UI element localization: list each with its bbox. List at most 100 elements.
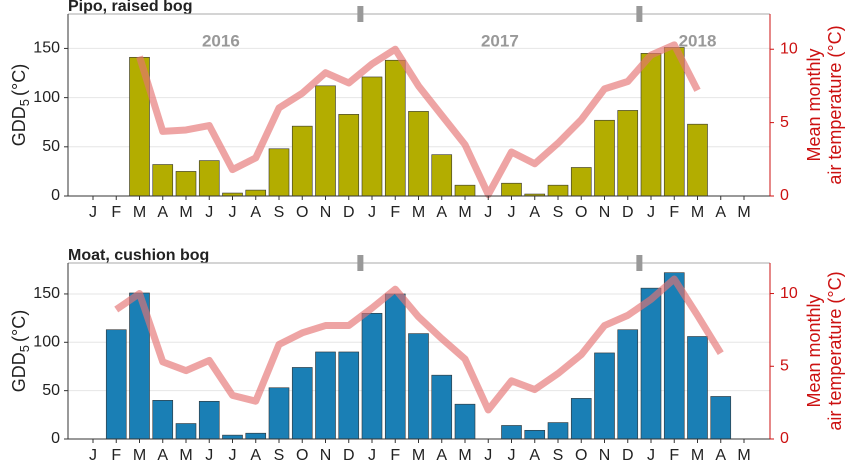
bar — [687, 336, 708, 440]
y-tick-label: 0 — [51, 187, 60, 204]
y2-axis-label: Mean monthly — [804, 48, 824, 161]
x-tick-label: N — [320, 204, 332, 221]
x-tick-label: A — [436, 447, 447, 463]
x-tick-label: F — [111, 204, 121, 221]
x-tick-label: J — [89, 204, 97, 221]
panel-title: Moat, cushion bog — [68, 247, 209, 264]
y2-axis-label: Mean monthly — [804, 294, 824, 407]
x-tick-label: M — [179, 447, 192, 463]
y-tick-label: 50 — [42, 138, 60, 155]
year-label: 2016 — [202, 31, 240, 50]
bar — [570, 398, 592, 440]
x-tick-label: M — [412, 204, 425, 221]
x-tick-label: M — [691, 204, 704, 221]
x-tick-label: J — [205, 204, 213, 221]
y-label-unit: (°C) — [9, 310, 29, 342]
x-tick-label: M — [458, 447, 471, 463]
y2-tick-label: 10 — [780, 40, 798, 57]
x-tick-label: A — [529, 447, 540, 463]
x-tick-label: J — [368, 447, 376, 463]
bar — [594, 352, 615, 440]
bar — [594, 119, 615, 197]
x-tick-label: J — [368, 204, 376, 221]
bar — [547, 422, 569, 440]
x-tick-label: O — [296, 447, 308, 463]
x-tick-label: S — [553, 447, 564, 463]
x-tick-label: J — [647, 447, 655, 463]
bar — [361, 312, 383, 440]
x-tick-label: A — [250, 204, 261, 221]
bar — [361, 76, 383, 197]
bar — [570, 167, 592, 197]
x-tick-label: S — [274, 447, 285, 463]
y-axis-label: GDD5 (°C) — [9, 310, 33, 392]
y-tick-label: 150 — [33, 40, 60, 57]
year-label: 2017 — [481, 31, 519, 50]
year-separator — [357, 6, 364, 22]
bar — [175, 171, 197, 197]
x-tick-label: J — [89, 447, 97, 463]
x-tick-label: D — [343, 447, 355, 463]
x-tick-label: J — [508, 204, 516, 221]
bar — [431, 374, 453, 440]
x-tick-label: J — [205, 447, 213, 463]
x-tick-label: D — [622, 447, 634, 463]
y-label-text: GDD — [9, 106, 29, 146]
bar — [640, 53, 662, 197]
bar — [291, 367, 313, 440]
x-tick-label: M — [133, 447, 146, 463]
panel-title: Pipo, raised bog — [68, 0, 192, 15]
x-tick-label: A — [529, 204, 540, 221]
bar — [268, 387, 290, 440]
x-tick-label: N — [599, 204, 611, 221]
x-tick-label: J — [508, 447, 516, 463]
year-separator — [636, 6, 643, 22]
bar — [268, 148, 290, 197]
x-tick-label: J — [484, 204, 492, 221]
y2-tick-label: 5 — [780, 114, 789, 131]
x-tick-label: M — [179, 204, 192, 221]
bar — [617, 329, 639, 440]
x-tick-label: F — [390, 447, 400, 463]
y-label-unit: (°C) — [9, 64, 29, 96]
x-tick-label: F — [669, 204, 679, 221]
bar — [617, 110, 639, 197]
bar — [338, 114, 360, 197]
year-separator — [636, 255, 643, 271]
bar — [175, 423, 197, 440]
bar — [291, 125, 313, 197]
x-tick-label: N — [320, 447, 332, 463]
y2-axis-label: air temperature (°C) — [825, 25, 845, 184]
y-label-sub: 5 — [17, 99, 32, 106]
y2-axis-label: air temperature (°C) — [825, 271, 845, 430]
bar — [222, 434, 243, 440]
y-tick-label: 100 — [33, 334, 60, 351]
x-tick-label: D — [622, 204, 634, 221]
x-tick-label: M — [691, 447, 704, 463]
bar — [454, 403, 476, 440]
bar — [687, 123, 708, 197]
bar — [431, 154, 453, 197]
bar — [640, 287, 662, 440]
x-tick-label: J — [484, 447, 492, 463]
bar — [105, 329, 127, 440]
x-tick-label: M — [412, 447, 425, 463]
x-tick-label: S — [274, 204, 285, 221]
year-separator — [357, 255, 364, 271]
y-axis-label: GDD5 (°C) — [9, 64, 33, 146]
temperature-line — [136, 41, 701, 199]
x-tick-label: J — [647, 204, 655, 221]
x-tick-label: M — [458, 204, 471, 221]
y-tick-label: 150 — [33, 285, 60, 302]
bar — [454, 184, 476, 197]
bar — [152, 400, 174, 440]
year-label: 2018 — [679, 31, 717, 50]
y2-tick-label: 0 — [780, 187, 789, 204]
y-tick-label: 50 — [42, 382, 60, 399]
bar — [315, 351, 336, 440]
bar — [384, 59, 406, 197]
x-tick-label: A — [157, 447, 168, 463]
y2-tick-label: 5 — [780, 357, 789, 374]
y-tick-label: 100 — [33, 89, 60, 106]
